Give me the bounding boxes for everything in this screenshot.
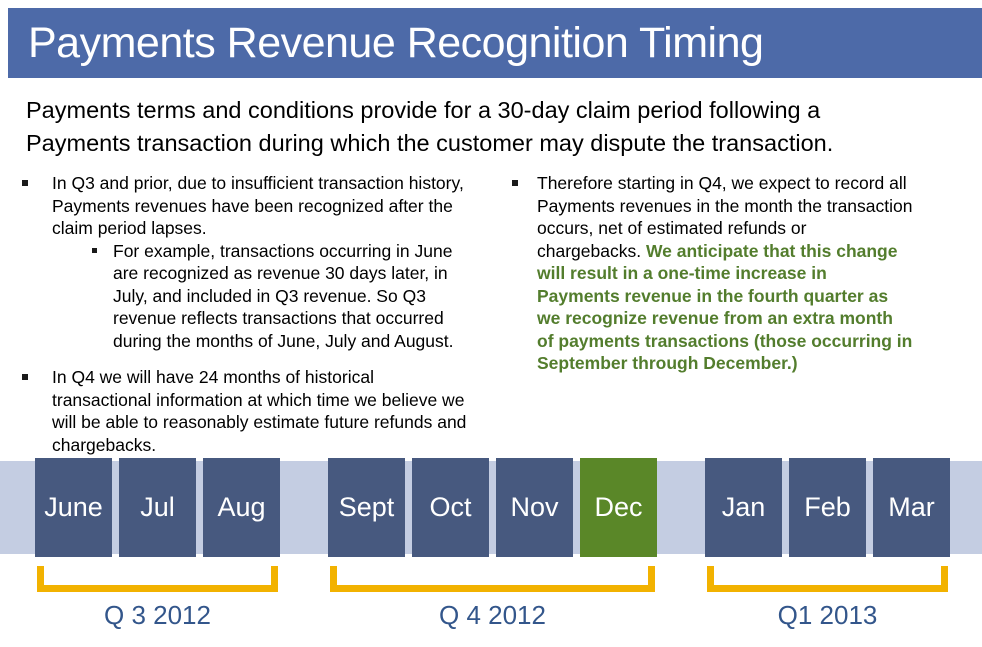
slide-title: Payments Revenue Recognition Timing: [28, 18, 764, 67]
bullet-square-icon: [512, 180, 518, 186]
sub-bullet-text: For example, transactions occurring in J…: [113, 240, 454, 351]
month-box-june: June: [35, 458, 112, 557]
month-box-jan: Jan: [705, 458, 782, 557]
sub-bullet-item-example: For example, transactions occurring in J…: [92, 240, 472, 353]
quarter-label: Q 4 2012: [439, 600, 546, 630]
quarter-group: June Jul Aug Q 3 2012: [35, 458, 280, 647]
bullet-square-icon: [92, 247, 97, 253]
month-row: June Jul Aug: [35, 458, 280, 557]
month-row: Jan Feb Mar: [705, 458, 950, 557]
quarter-group: Jan Feb Mar Q1 2013: [705, 458, 950, 647]
bullet-text: In Q3 and prior, due to insufficient tra…: [52, 173, 464, 238]
month-box-mar: Mar: [873, 458, 950, 557]
bullet-square-icon: [22, 180, 28, 186]
bullet-item-q3-prior: In Q3 and prior, due to insufficient tra…: [22, 172, 472, 240]
title-bar: Payments Revenue Recognition Timing: [8, 8, 982, 78]
bullet-text-black: Therefore starting in Q4, we expect to r…: [537, 173, 913, 261]
bullet-text: Therefore starting in Q4, we expect to r…: [537, 172, 914, 375]
bullet-item-q4-expectation: Therefore starting in Q4, we expect to r…: [512, 172, 914, 375]
month-box-feb: Feb: [789, 458, 866, 557]
month-box-jul: Jul: [119, 458, 196, 557]
quarter-bracket: [330, 566, 655, 592]
month-box-sept: Sept: [328, 458, 405, 557]
intro-paragraph: Payments terms and conditions provide fo…: [26, 97, 834, 156]
month-box-dec: Dec: [580, 458, 657, 557]
bullet-text: In Q4 we will have 24 months of historic…: [52, 367, 467, 455]
bullet-item-q4-history: In Q4 we will have 24 months of historic…: [22, 366, 472, 456]
quarter-group: Sept Oct Nov Dec Q 4 2012: [328, 458, 657, 647]
bullet-square-icon: [22, 374, 28, 380]
month-box-oct: Oct: [412, 458, 489, 557]
quarter-bracket: [707, 566, 948, 592]
month-row: Sept Oct Nov Dec: [328, 458, 657, 557]
right-column: Therefore starting in Q4, we expect to r…: [512, 172, 914, 375]
quarter-bracket: [37, 566, 278, 592]
month-box-nov: Nov: [496, 458, 573, 557]
left-column: In Q3 and prior, due to insufficient tra…: [22, 172, 472, 456]
bullet-text-green-highlight: We anticipate that this change will resu…: [537, 240, 913, 374]
month-box-aug: Aug: [203, 458, 280, 557]
quarter-label: Q1 2013: [777, 600, 878, 630]
quarter-label: Q 3 2012: [104, 600, 211, 630]
timeline: June Jul Aug Q 3 2012 Sept Oct Nov Dec Q 4 2012 J…: [0, 458, 982, 647]
